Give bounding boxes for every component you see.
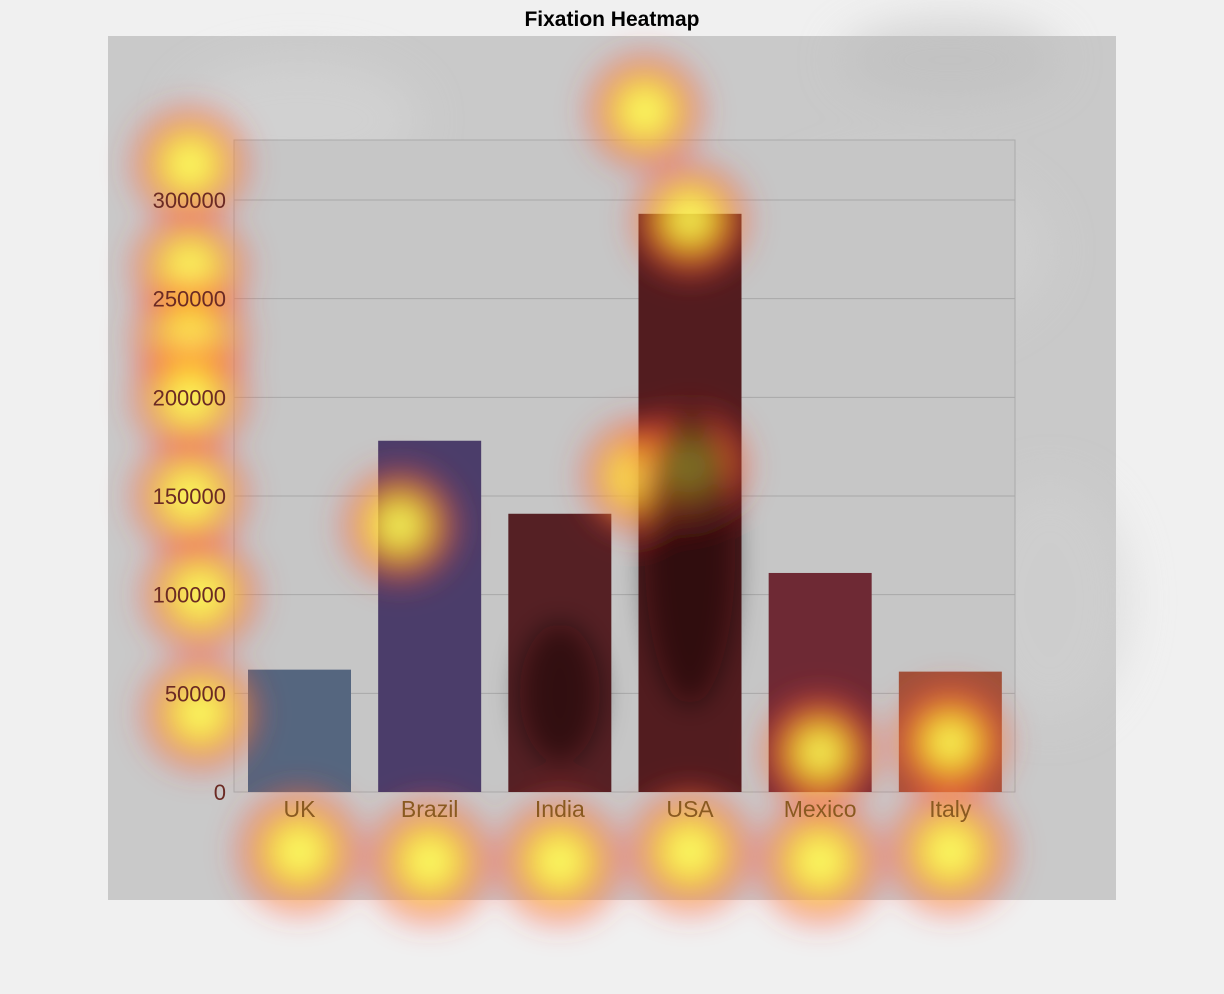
page-title: Fixation Heatmap bbox=[524, 8, 700, 31]
heatmap-overlay bbox=[125, 46, 1021, 932]
y-tick-label: 250000 bbox=[153, 287, 226, 312]
y-tick-label: 100000 bbox=[153, 583, 226, 608]
fixation-hotspot bbox=[489, 791, 630, 932]
x-tick-label: India bbox=[535, 796, 585, 822]
x-tick-label: Brazil bbox=[401, 796, 459, 822]
y-tick-label: 300000 bbox=[153, 188, 226, 213]
fixation-hotspot bbox=[359, 791, 500, 932]
fixation-hotspot bbox=[125, 332, 255, 463]
fixation-hotspot bbox=[755, 687, 886, 818]
heat-shadow bbox=[645, 405, 735, 706]
bar-uk bbox=[248, 669, 351, 792]
fixation-hotspot bbox=[125, 431, 255, 561]
fixation-hotspot bbox=[580, 46, 710, 177]
bar-heat-shading bbox=[519, 405, 735, 764]
x-axis-ticks: UK Brazil India USA Mexico Italy bbox=[284, 796, 972, 822]
y-tick-label: 200000 bbox=[153, 385, 226, 410]
y-tick-label: 150000 bbox=[153, 484, 226, 509]
fixation-hotspot bbox=[625, 154, 755, 285]
fixation-hotspot bbox=[620, 781, 760, 922]
heat-shadow bbox=[519, 623, 600, 764]
x-tick-label: UK bbox=[284, 796, 317, 822]
y-axis-ticks: 0 50000 100000 150000 200000 250000 300000 bbox=[153, 188, 226, 805]
x-tick-label: USA bbox=[666, 796, 714, 822]
fixation-hotspot bbox=[125, 99, 255, 230]
fixation-hotspot bbox=[750, 791, 891, 932]
fixation-hotspot bbox=[335, 460, 465, 591]
fixation-hotspot bbox=[880, 781, 1021, 922]
fixation-hotspot bbox=[135, 529, 265, 660]
fixation-hotspot bbox=[229, 781, 370, 922]
y-tick-label: 0 bbox=[214, 780, 226, 805]
fixation-hotspot bbox=[135, 648, 265, 779]
x-tick-label: Mexico bbox=[784, 796, 857, 822]
fixation-hotspot bbox=[885, 677, 1016, 808]
y-tick-label: 50000 bbox=[165, 681, 226, 706]
x-tick-label: Italy bbox=[929, 796, 972, 822]
